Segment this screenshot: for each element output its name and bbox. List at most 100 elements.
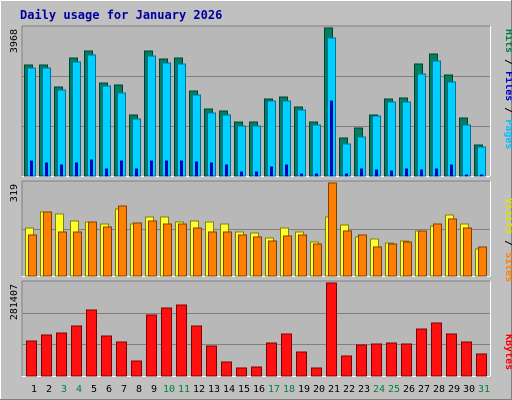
sites-bar xyxy=(433,223,442,277)
kbytes-bar xyxy=(221,361,232,377)
kbytes-legend: KBytes xyxy=(503,334,512,370)
files-bar xyxy=(162,62,171,177)
day-label: 1 xyxy=(31,384,37,395)
day-label: 13 xyxy=(208,384,220,395)
pages-bar xyxy=(150,160,153,177)
kbytes-bar xyxy=(236,367,247,377)
pages-bar xyxy=(390,170,393,177)
kbytes-bar xyxy=(206,345,217,377)
sites-bar xyxy=(283,235,292,277)
day-label: 10 xyxy=(163,384,175,395)
files-bar xyxy=(387,101,396,177)
legend-files: Files xyxy=(503,71,512,101)
sites-bar xyxy=(328,182,337,277)
files-bar xyxy=(402,101,411,177)
day-label: 16 xyxy=(253,384,265,395)
files-bar xyxy=(237,125,246,177)
files-bar xyxy=(432,60,441,177)
day-label: 18 xyxy=(283,384,295,395)
legend-sep-3: / xyxy=(503,234,512,252)
kbytes-bar xyxy=(116,341,127,377)
sites-bar xyxy=(388,243,397,277)
files-bar xyxy=(417,73,426,177)
kbytes-bar xyxy=(161,307,172,377)
kbytes-bar xyxy=(86,309,97,377)
pages-bar xyxy=(270,166,273,177)
kbytes-bar xyxy=(281,333,292,377)
sites-bar xyxy=(478,246,487,277)
pages-bar xyxy=(480,174,483,177)
day-label: 31 xyxy=(478,384,490,395)
pages-bar xyxy=(240,171,243,177)
legend-sep-2: / xyxy=(503,101,512,119)
hits-panel xyxy=(21,25,491,177)
pages-bar xyxy=(255,171,258,177)
sites-bar xyxy=(178,223,187,277)
kbytes-bar xyxy=(191,325,202,377)
kbytes-bar xyxy=(356,344,367,377)
kbytes-bar xyxy=(461,341,472,377)
kbytes-bar xyxy=(401,343,412,377)
day-label: 24 xyxy=(373,384,385,395)
pages-bar xyxy=(285,164,288,177)
sites-bar xyxy=(253,236,262,277)
day-label: 9 xyxy=(151,384,157,395)
day-label: 26 xyxy=(403,384,415,395)
kbytes-bar xyxy=(446,333,457,377)
kbytes-bar xyxy=(56,332,67,377)
files-bar xyxy=(372,115,381,177)
day-label: 28 xyxy=(433,384,445,395)
sites-bar xyxy=(268,240,277,277)
day-label: 21 xyxy=(328,384,340,395)
day-label: 15 xyxy=(238,384,250,395)
day-label: 25 xyxy=(388,384,400,395)
files-bar xyxy=(297,109,306,177)
pages-bar xyxy=(405,168,408,177)
sites-bar xyxy=(358,234,367,277)
pages-bar xyxy=(465,174,468,177)
pages-bar xyxy=(315,173,318,177)
legend-sites: Sites xyxy=(503,252,512,282)
day-label: 14 xyxy=(223,384,235,395)
kbytes-bar xyxy=(101,335,112,377)
files-bar xyxy=(42,67,51,177)
pages-bar xyxy=(435,168,438,177)
sites-bar xyxy=(148,220,157,277)
legend-hits: Hits xyxy=(503,29,512,53)
kbytes-bar xyxy=(71,325,82,377)
pages-bar xyxy=(375,169,378,177)
files-bar xyxy=(447,81,456,177)
files-bar xyxy=(462,124,471,177)
sites-panel xyxy=(21,180,491,277)
sites-bar xyxy=(448,218,457,277)
files-bar xyxy=(267,100,276,177)
sites-bar xyxy=(343,230,352,277)
pages-bar xyxy=(195,161,198,177)
sites-bar xyxy=(403,241,412,277)
kbytes-bar xyxy=(131,360,142,377)
hits-ymax-label: 3968 xyxy=(9,29,20,53)
sites-bar xyxy=(118,205,127,277)
day-label: 12 xyxy=(193,384,205,395)
sites-bar xyxy=(463,227,472,277)
files-bar xyxy=(102,85,111,177)
kbytes-bar xyxy=(326,282,337,377)
day-label: 23 xyxy=(358,384,370,395)
day-label: 7 xyxy=(121,384,127,395)
kbytes-bar xyxy=(251,366,262,377)
pages-bar xyxy=(90,159,93,177)
pages-bar xyxy=(225,164,228,177)
kbytes-bar xyxy=(176,304,187,377)
kbytes-bars xyxy=(26,282,487,377)
kbytes-bar xyxy=(386,342,397,377)
kbytes-bar xyxy=(311,367,322,377)
pages-bar xyxy=(105,168,108,177)
pages-bar xyxy=(450,164,453,177)
files-bar xyxy=(252,125,261,177)
kbytes-bar xyxy=(341,355,352,377)
files-bar xyxy=(132,118,141,177)
kbytes-bar xyxy=(26,340,37,377)
sites-legend: Visits / Sites xyxy=(503,198,512,282)
day-label: 5 xyxy=(91,384,97,395)
pages-bar xyxy=(165,160,168,177)
